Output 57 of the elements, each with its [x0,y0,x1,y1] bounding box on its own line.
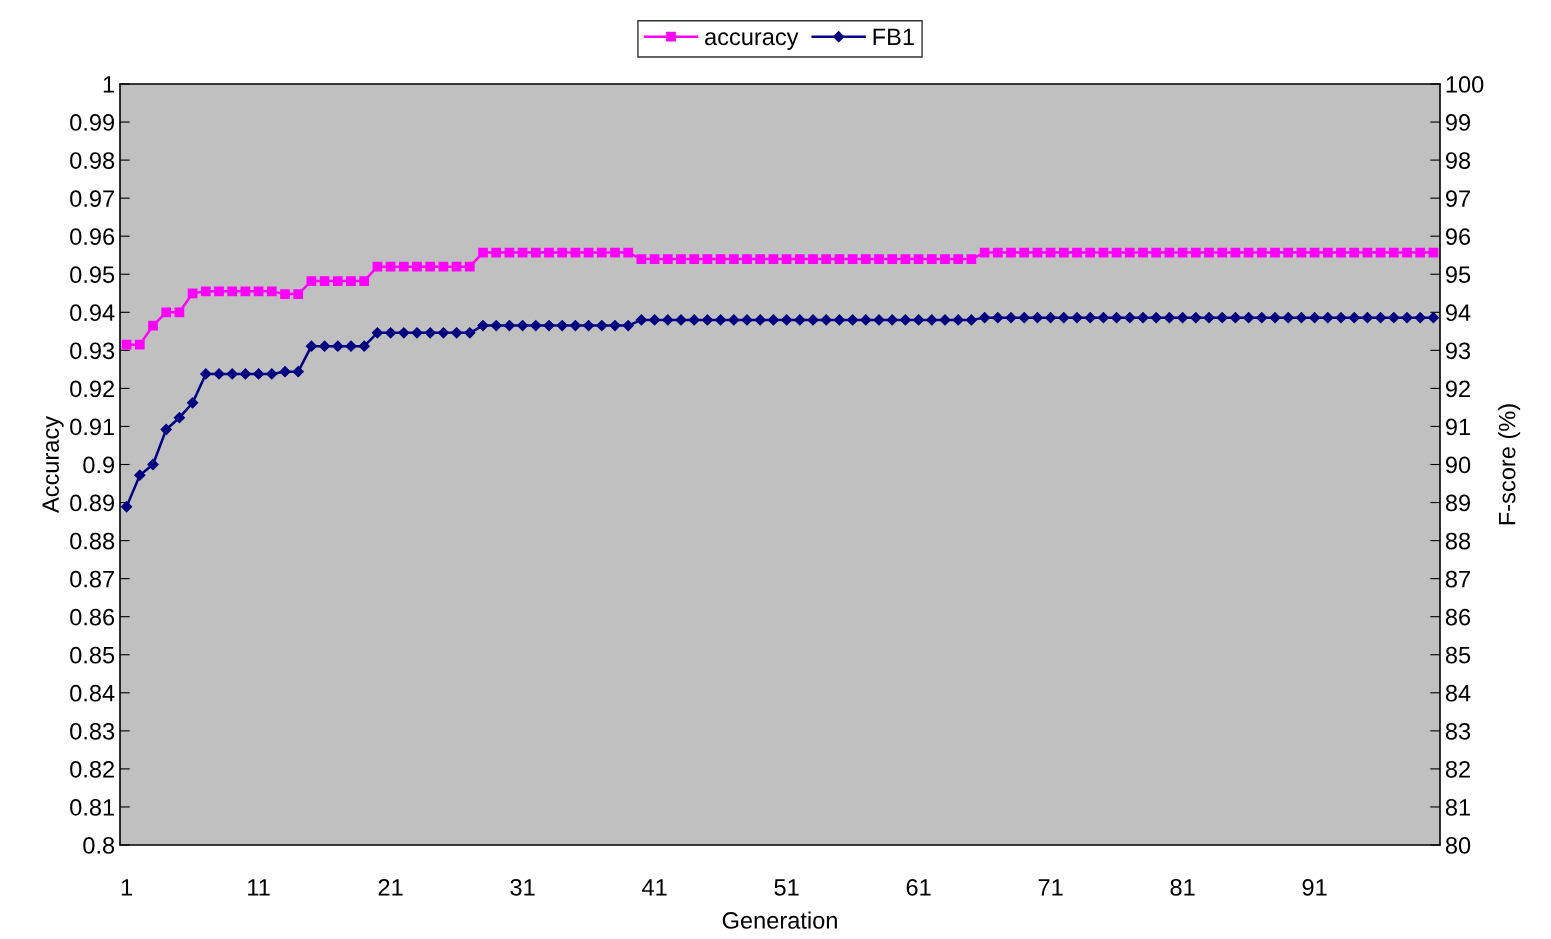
y2-tick-label: 90 [1445,456,1471,474]
legend-label: FB1 [873,28,914,45]
x-axis-title: Generation [722,911,837,929]
x-tick-label: 1 [121,879,133,896]
x-tick-label: 61 [906,878,931,896]
y-tick-label: 0.92 [70,380,114,398]
y-tick-label: 0.9 [83,456,115,474]
y2-tick-label: 96 [1445,228,1471,245]
y2-tick-label: 100 [1446,76,1484,93]
y2-tick-label: 80 [1445,837,1471,854]
x-tick-label: 71 [1038,879,1063,896]
x-tick-label: 51 [774,879,799,896]
y-tick-label: 0.86 [70,608,115,626]
y-tick-label: 0.82 [70,760,114,778]
y-tick-label: 0.96 [70,228,115,245]
y2-tick-label: 83 [1445,722,1471,740]
y-tick-label: 0.84 [70,684,115,702]
y2-tick-label: 93 [1445,342,1471,360]
y2-tick-label: 87 [1445,570,1470,588]
y-tick-label: 0.98 [70,152,115,169]
x-tick-label: 11 [248,879,270,896]
y-tick-label: 0.97 [70,190,114,207]
y-tick-label: 0.81 [70,799,114,816]
y2-tick-label: 84 [1445,684,1471,702]
y2-tick-label: 92 [1445,380,1470,398]
y-tick-label: 0.87 [70,570,114,588]
y-tick-label: 0.88 [70,532,115,550]
y-tick-label: 0.93 [70,342,115,360]
y2-tick-label: 95 [1445,266,1471,284]
y2-tick-label: 98 [1445,152,1471,169]
x-tick-label: 21 [378,878,403,896]
y-tick-label: 0.94 [70,304,115,322]
y2-tick-label: 82 [1445,760,1470,778]
x-tick-label: 91 [1302,878,1327,896]
y2-tick-label: 89 [1445,494,1470,512]
y-tick-label: 0.95 [70,266,115,284]
y-axis-title: Accuracy [42,415,64,513]
x-tick-label: 31 [510,878,535,896]
y2-tick-label: 99 [1445,114,1470,131]
y2-axis-title: F-score (%) [1498,404,1521,525]
x-tick-label: 81 [1170,878,1195,896]
y2-tick-label: 88 [1445,532,1471,550]
y-tick-label: 1 [103,76,114,93]
y2-tick-label: 97 [1445,190,1470,207]
y-tick-label: 0.85 [70,646,115,664]
y2-tick-label: 86 [1445,608,1471,626]
x-tick-label: 41 [642,879,667,896]
y-tick-label: 0.83 [70,722,115,740]
y-tick-label: 0.99 [70,114,115,131]
y-tick-label: 0.8 [83,837,115,854]
y-tick-label: 0.91 [70,418,114,436]
y2-tick-label: 81 [1445,799,1470,816]
y2-tick-label: 85 [1445,646,1471,664]
y2-tick-label: 94 [1445,304,1471,322]
y2-tick-label: 91 [1445,418,1470,436]
y-tick-label: 0.89 [70,494,115,512]
legend-label: accuracy [705,32,799,50]
